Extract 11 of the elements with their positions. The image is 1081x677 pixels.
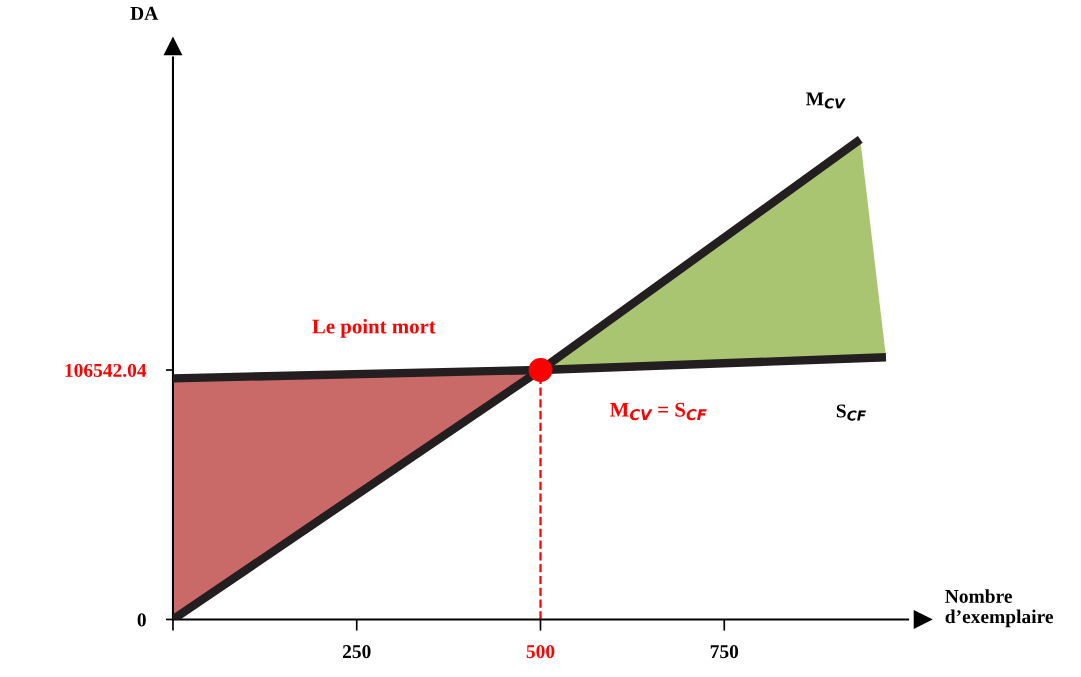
x-tick-label: 750 [710, 645, 739, 659]
text: S$_{CF}$ [836, 404, 866, 421]
x-axis-title: Nombre d’exemplaire [945, 589, 1054, 628]
y-tick-label: 106542.04 [65, 363, 147, 378]
series-label: M$_{CV}$ [806, 92, 846, 109]
annotation: Le point mort [312, 318, 436, 338]
x-tick-label: 250 [342, 645, 371, 659]
x-tick-label: 500 [526, 645, 555, 659]
y-tick-label: 0 [137, 613, 146, 627]
y-axis-title: DA [130, 6, 159, 20]
annotation: M$_{CV}$ = S$_{CF}$ [609, 402, 707, 421]
